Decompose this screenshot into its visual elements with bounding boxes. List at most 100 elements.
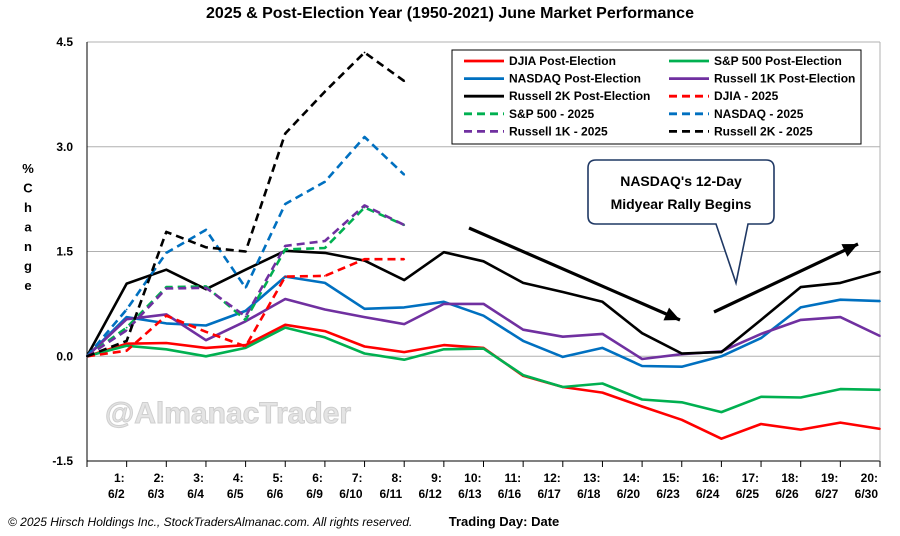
data-point <box>403 306 406 309</box>
x-tick-date: 6/16 <box>498 487 522 501</box>
data-point <box>522 374 525 376</box>
data-point <box>482 347 485 350</box>
x-tick-date: 6/17 <box>537 487 561 501</box>
legend-label-2: NASDAQ Post-Election <box>509 72 641 86</box>
data-point <box>839 298 842 301</box>
data-point <box>125 282 128 285</box>
data-point <box>363 316 366 318</box>
data-point <box>799 396 802 399</box>
x-tick-date: 6/13 <box>458 487 482 501</box>
x-tick-date: 6/2 <box>108 487 125 501</box>
data-point <box>244 250 247 253</box>
x-tick-day: 16: <box>702 471 719 485</box>
data-point <box>403 224 406 226</box>
x-tick-date: 6/24 <box>696 487 720 501</box>
data-point <box>363 51 366 54</box>
data-point <box>125 342 128 345</box>
legend-label-4: Russell 2K Post-Election <box>509 89 650 103</box>
data-point <box>363 345 366 348</box>
x-axis-label: Trading Day: Date <box>449 514 560 529</box>
data-point <box>561 335 564 338</box>
data-point <box>482 303 485 305</box>
data-point <box>363 204 366 207</box>
legend-label-9: Russell 2K - 2025 <box>714 124 813 138</box>
data-point <box>205 347 207 349</box>
y-tick-label: -1.5 <box>52 454 73 468</box>
x-tick-date: 6/11 <box>379 487 402 501</box>
data-point <box>284 298 287 300</box>
data-point <box>601 382 604 385</box>
data-point <box>839 316 842 318</box>
data-point <box>244 319 247 321</box>
data-point <box>363 258 366 261</box>
data-point <box>482 314 485 317</box>
data-point <box>205 330 207 333</box>
data-point <box>205 355 207 358</box>
data-point <box>839 388 842 390</box>
data-point <box>324 240 326 242</box>
data-point <box>165 252 168 254</box>
x-tick-day: 15: <box>662 471 679 485</box>
x-tick-day: 6: <box>312 471 323 485</box>
data-point <box>125 329 128 332</box>
data-point <box>244 347 247 349</box>
data-point <box>165 322 168 325</box>
x-tick-day: 17: <box>742 471 759 485</box>
data-point <box>244 344 247 346</box>
data-point <box>799 286 802 288</box>
data-point <box>403 173 406 176</box>
data-point <box>244 345 247 348</box>
x-tick-day: 7: <box>352 471 363 485</box>
data-point <box>522 328 525 331</box>
data-point <box>284 203 287 205</box>
x-axis-ticks: 1: 6/2 2: 6/3 3: 6/4 4: 6/5 5: 6/6 6: 6/9 7: 6/10 8: 6/… <box>86 461 881 501</box>
data-point <box>601 347 604 349</box>
x-tick-day: 9: <box>431 471 442 485</box>
data-point <box>125 316 128 318</box>
data-point <box>720 437 723 440</box>
x-tick-date: 6/26 <box>775 487 799 501</box>
data-point <box>442 348 445 351</box>
x-tick-date: 6/9 <box>306 487 323 501</box>
data-point <box>442 300 445 303</box>
data-point <box>244 310 247 312</box>
copyright-footer: © 2025 Hirsch Holdings Inc., StockTrader… <box>8 515 412 529</box>
data-point <box>641 332 643 335</box>
data-point <box>879 270 881 273</box>
legend-label-7: NASDAQ - 2025 <box>714 107 804 121</box>
x-tick-date: 6/12 <box>418 487 442 501</box>
data-point <box>879 428 881 430</box>
series-line-7 <box>86 135 406 358</box>
data-point <box>205 339 207 342</box>
data-point <box>680 352 683 355</box>
y-label-letter: n <box>24 239 32 254</box>
data-point <box>125 340 128 342</box>
data-point <box>403 279 406 281</box>
data-point <box>363 307 366 310</box>
data-point <box>482 260 485 263</box>
x-tick-day: 8: <box>392 471 403 485</box>
legend: DJIA Post-Election S&P 500 Post-Election N… <box>451 49 862 145</box>
x-tick-date: 6/18 <box>577 487 601 501</box>
x-tick-day: 5: <box>273 471 284 485</box>
data-point <box>799 428 802 431</box>
data-point <box>561 386 564 388</box>
data-point <box>720 411 723 413</box>
callout-line-1: NASDAQ's 12-Day <box>620 173 742 189</box>
data-point <box>324 336 326 339</box>
data-point <box>284 132 287 135</box>
data-point <box>403 351 406 353</box>
series-lines <box>85 51 881 441</box>
y-label-letter: % <box>22 161 34 176</box>
x-tick-day: 20: <box>861 471 878 485</box>
downtrend-arrow-shaft <box>468 226 681 322</box>
data-point <box>125 318 128 321</box>
data-point <box>125 344 128 347</box>
data-point <box>165 342 168 344</box>
data-point <box>125 308 128 311</box>
x-tick-day: 18: <box>781 471 798 485</box>
data-point <box>244 315 247 318</box>
data-point <box>324 180 326 183</box>
